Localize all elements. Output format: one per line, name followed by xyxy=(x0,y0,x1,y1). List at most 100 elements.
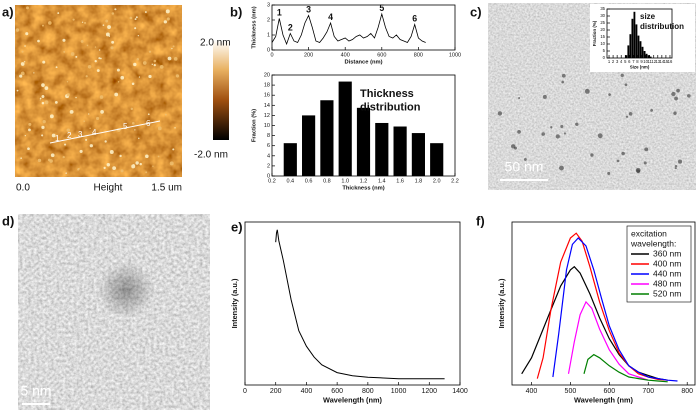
tem-particle xyxy=(561,73,566,78)
afm-grain xyxy=(89,127,91,130)
x-tick-label: 400 xyxy=(341,52,350,58)
y-tick-label: 8 xyxy=(267,133,270,139)
afm-grain xyxy=(96,69,100,72)
afm-grain xyxy=(21,50,24,53)
afm-grain xyxy=(25,6,29,10)
x-tick-label: 200 xyxy=(304,52,313,58)
line-marker: 1 xyxy=(55,134,60,143)
hist-bar xyxy=(302,115,316,176)
afm-grain xyxy=(142,61,147,65)
afm-grain xyxy=(157,155,160,158)
afm-grain xyxy=(138,137,140,140)
tem-particle xyxy=(575,122,579,126)
hist-bar xyxy=(629,34,632,58)
afm-grain xyxy=(145,171,148,174)
nanoparticle xyxy=(98,262,154,318)
x-tick-label: 1000 xyxy=(449,52,461,58)
afm-grain xyxy=(72,18,75,21)
afm-grain xyxy=(85,138,88,141)
afm-grain xyxy=(131,121,135,125)
x-tick-label: 15 xyxy=(664,59,669,64)
tem-particle xyxy=(497,111,503,116)
colorbar xyxy=(213,40,229,140)
tem-particle xyxy=(687,94,691,98)
afm-grain xyxy=(39,99,41,101)
panel-label: a) xyxy=(2,4,14,19)
y-tick-label: 12 xyxy=(264,113,270,119)
plot-frame xyxy=(244,221,461,386)
y-tick-label: 10 xyxy=(600,41,605,46)
afm-grain xyxy=(28,128,31,132)
afm-x-end: 1.5 um xyxy=(151,183,182,194)
afm-grain xyxy=(41,101,45,105)
hist-bar xyxy=(633,11,636,59)
x-tick-label: 8 xyxy=(636,59,639,64)
afm-grain xyxy=(83,21,87,24)
afm-grain xyxy=(96,116,100,121)
hist-bar xyxy=(631,18,634,58)
afm-grain xyxy=(167,56,172,61)
x-tick-label: 1.4 xyxy=(378,178,386,184)
afm-grain xyxy=(75,55,78,58)
panel-label: c) xyxy=(470,4,482,19)
afm-grain xyxy=(109,150,114,155)
peak-label: 5 xyxy=(379,3,384,13)
afm-grain xyxy=(151,63,153,66)
afm-grain xyxy=(94,59,97,63)
afm-grain xyxy=(37,39,40,43)
tem-particle xyxy=(620,73,624,78)
tem-particle xyxy=(590,153,594,157)
panel-label: e) xyxy=(231,219,243,234)
hist-bar xyxy=(356,107,371,176)
y-tick-label: 20 xyxy=(600,27,605,32)
tem-particle xyxy=(673,111,677,115)
afm-grain xyxy=(51,133,56,138)
afm-grain xyxy=(79,149,83,154)
afm-grain xyxy=(120,75,125,80)
afm-profile-line xyxy=(49,120,161,144)
hist-bar xyxy=(320,100,334,176)
x-tick-label: 1.8 xyxy=(415,178,423,184)
afm-grain xyxy=(111,40,115,44)
afm-grain xyxy=(81,21,84,23)
afm-grain xyxy=(148,50,152,53)
legend-title: excitation xyxy=(631,228,667,238)
afm-x-start: 0.0 xyxy=(16,183,30,194)
tem-particle xyxy=(628,112,633,116)
tem-particle xyxy=(674,165,678,168)
y-tick-label: 0 xyxy=(267,173,270,179)
tem-particle xyxy=(643,161,647,165)
tem-particle xyxy=(616,159,620,163)
x-tick-label: 3 xyxy=(616,59,619,64)
afm-grain xyxy=(130,107,134,111)
y-tick-label: 4 xyxy=(267,153,270,159)
x-tick-label: 2.2 xyxy=(451,178,459,184)
peak-label: 4 xyxy=(328,12,333,22)
panel-label: f) xyxy=(476,213,485,228)
tem-particle xyxy=(676,88,680,93)
legend-label: 520 nm xyxy=(653,288,681,298)
tem-particle xyxy=(624,83,628,87)
x-tick-label: 16 xyxy=(668,59,673,64)
tem-particle xyxy=(517,130,521,134)
tem-particle xyxy=(674,167,677,170)
line-marker: 4 xyxy=(92,128,97,137)
x-tick-label: 1.2 xyxy=(360,178,368,184)
scale-bar xyxy=(22,403,50,405)
afm-grain xyxy=(175,74,180,78)
afm-grain xyxy=(103,166,106,170)
afm-grain xyxy=(144,11,147,14)
afm-grain xyxy=(159,65,164,69)
panel-label: b) xyxy=(230,4,242,19)
hist-bar xyxy=(639,41,642,58)
afm-grain xyxy=(44,86,49,90)
tem-particle xyxy=(650,109,654,112)
scale-bar-label: 50 nm xyxy=(505,159,544,175)
afm-grain xyxy=(48,21,52,25)
afm-grain xyxy=(104,140,107,143)
afm-grain xyxy=(145,154,149,159)
tem-particle xyxy=(674,96,678,101)
afm-image xyxy=(15,5,182,177)
x-tick-label: 1.6 xyxy=(396,178,404,184)
y-tick-label: 6 xyxy=(267,143,270,149)
